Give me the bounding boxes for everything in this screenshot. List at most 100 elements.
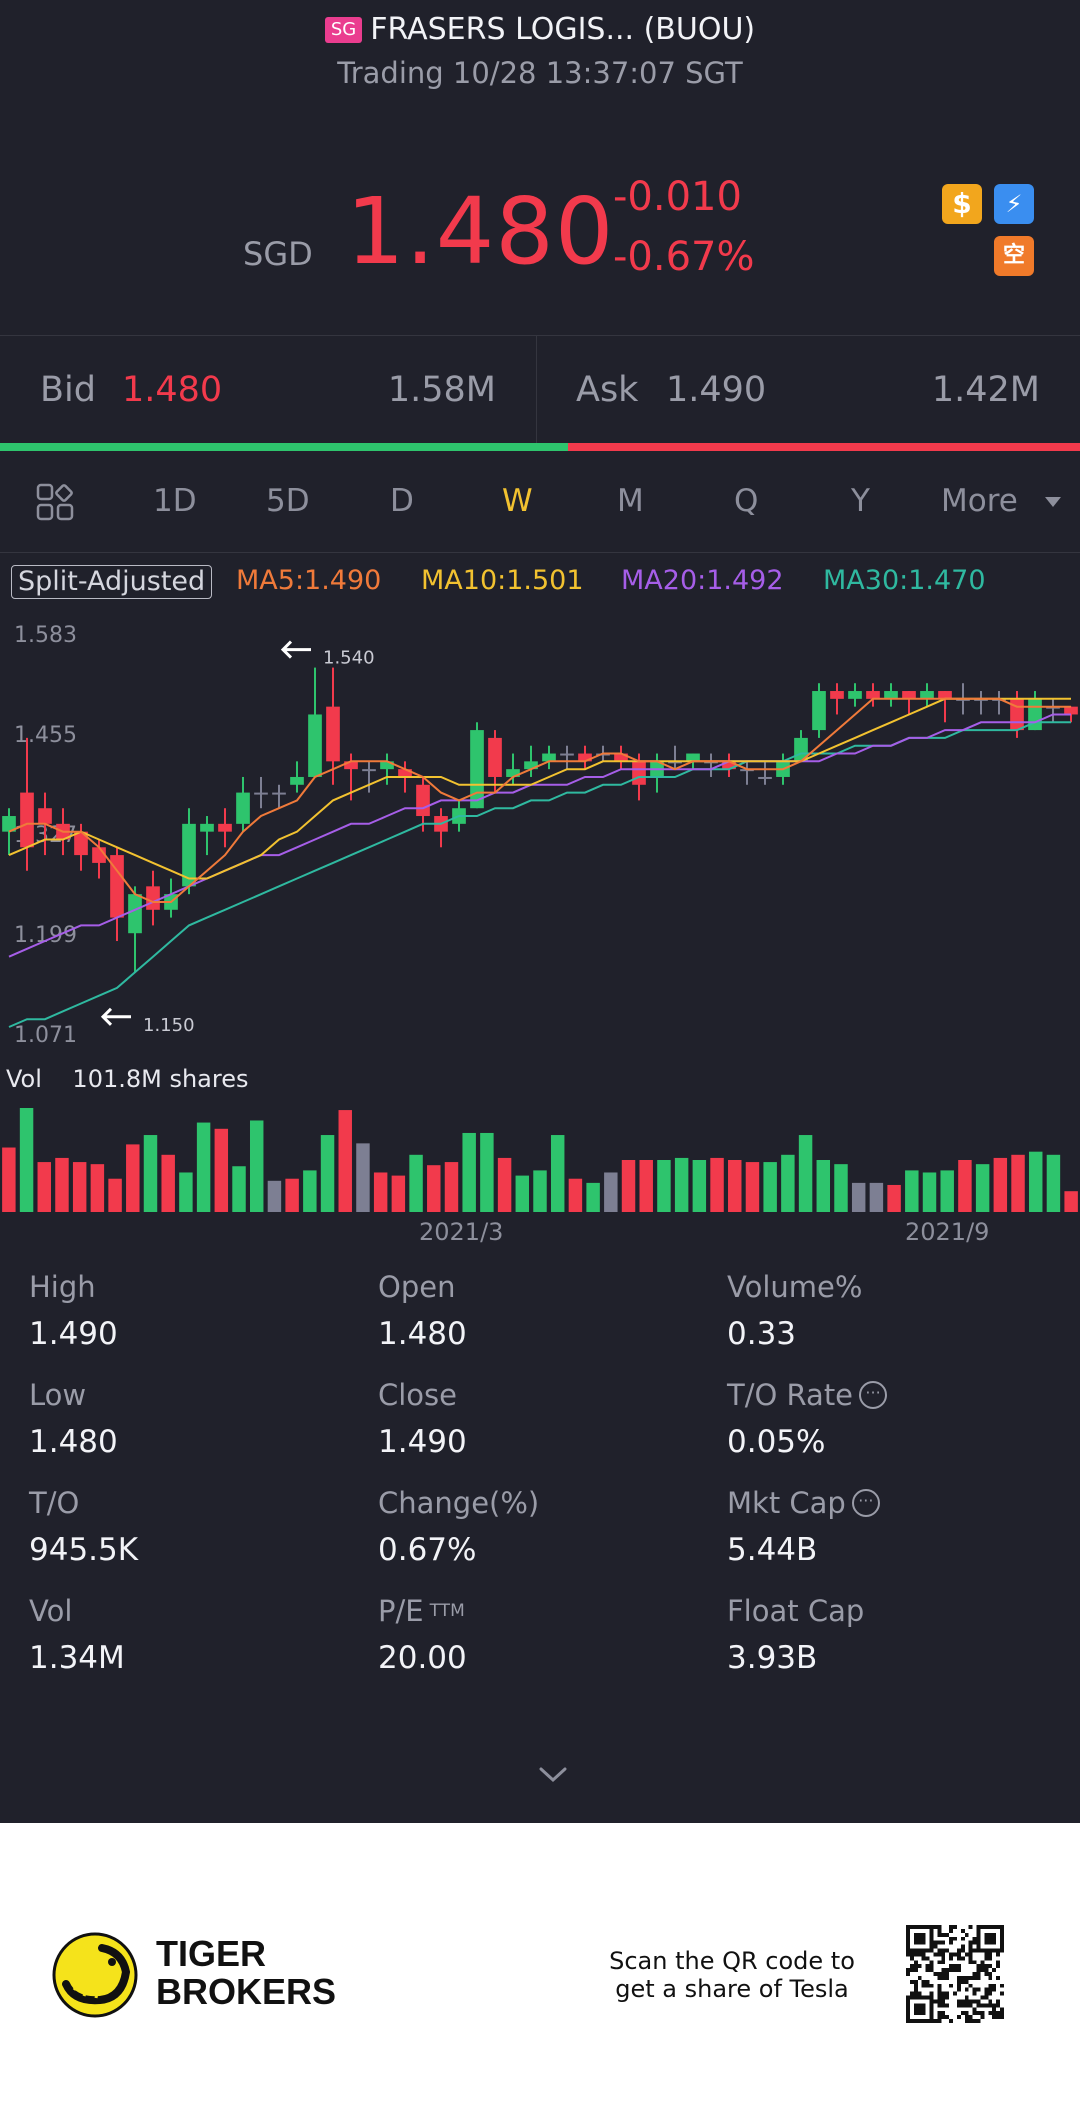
volume-bar	[993, 1157, 1008, 1212]
volume-bar	[834, 1164, 848, 1212]
candle-body	[470, 730, 484, 809]
volume-bar	[462, 1132, 476, 1212]
volume-bar	[356, 1143, 370, 1212]
candle-body	[1064, 706, 1078, 715]
candle-body	[938, 691, 952, 699]
header: SG FRASERS LOGIS... (BUOU) Trading 10/28…	[0, 0, 1080, 100]
stat-label: High	[29, 1270, 118, 1304]
volume-bar	[497, 1157, 512, 1212]
stock-title[interactable]: FRASERS LOGIS... (BUOU)	[370, 12, 756, 47]
stat-value: 0.05%	[727, 1424, 826, 1460]
bid-size: 1.58M	[387, 370, 496, 410]
stat-label: Mkt Cap ···	[727, 1486, 880, 1520]
volume-bar	[781, 1154, 795, 1212]
candle-body	[128, 894, 142, 934]
bid-price: 1.480	[122, 370, 223, 410]
chevron-down-icon[interactable]	[537, 1765, 569, 1785]
high-price-marker: 1.540	[280, 640, 375, 669]
stat-t-o-rate: T/O Rate ··· 0.05%	[727, 1378, 888, 1460]
tab-1d[interactable]: 1D	[153, 483, 197, 519]
volume-bar	[674, 1157, 689, 1212]
split-adjusted-toggle[interactable]: Split-Adjusted	[11, 565, 213, 599]
stat-label: T/O	[29, 1486, 138, 1520]
candle-body	[38, 808, 52, 824]
volume-bar	[409, 1154, 423, 1212]
ma20-line	[8, 713, 1071, 958]
more-dropdown-icon[interactable]	[1044, 495, 1062, 509]
currency-label: SGD	[243, 235, 313, 273]
info-icon[interactable]: ···	[859, 1381, 888, 1409]
layout-grid-icon[interactable]	[36, 483, 76, 523]
stat-value: 3.93B	[727, 1640, 818, 1676]
candle-body	[668, 761, 682, 764]
volume-bar	[480, 1132, 494, 1212]
volume-value: 101.8M shares	[72, 1065, 249, 1093]
volume-bar	[586, 1182, 600, 1212]
indicator-row: Split-Adjusted MA5:1.490 MA10:1.501 MA20…	[0, 562, 1080, 606]
stat-label-text: T/O	[29, 1486, 80, 1520]
volume-bar	[550, 1135, 565, 1212]
candle-body	[866, 691, 880, 699]
tab-m[interactable]: M	[617, 483, 644, 519]
stat-label: Change(%)	[378, 1486, 539, 1520]
price-change-percent: -0.67%	[613, 234, 755, 280]
volume-bar	[1046, 1154, 1061, 1212]
candle-body	[578, 753, 592, 762]
volume-bar	[391, 1175, 406, 1212]
volume-bar	[728, 1160, 742, 1212]
volume-bar	[975, 1164, 990, 1212]
lightning-icon[interactable]: ⚡	[994, 184, 1034, 224]
candle-body	[722, 761, 736, 770]
volume-bar	[214, 1128, 229, 1212]
tab-w[interactable]: W	[502, 483, 533, 519]
info-icon[interactable]: ···	[851, 1489, 880, 1517]
candle-body	[488, 737, 502, 777]
volume-bar	[798, 1135, 813, 1212]
period-tabs: 1D 5D D W M Q Y More	[0, 451, 1080, 553]
stat-value: 1.480	[378, 1316, 467, 1352]
x-label-2021-3: 2021/3	[419, 1218, 504, 1246]
candle-body	[686, 753, 700, 762]
qr-caption-line-2: get a share of Tesla	[615, 1975, 849, 2003]
stat-label: P/E TTM	[378, 1594, 467, 1628]
ma20-label: MA20:1.492	[621, 565, 784, 596]
volume-bar	[1011, 1154, 1025, 1212]
candle-body	[632, 761, 646, 785]
volume-bar	[922, 1172, 937, 1212]
candle-body	[902, 691, 916, 699]
stat-value: 1.490	[29, 1316, 118, 1352]
volume-bar	[37, 1162, 51, 1212]
volume-bar	[55, 1157, 69, 1212]
tab-5d[interactable]: 5D	[266, 483, 310, 519]
bid-ask-divider	[536, 336, 537, 444]
tab-more[interactable]: More	[941, 483, 1018, 519]
volume-bar	[161, 1154, 175, 1212]
candle-body	[146, 886, 160, 910]
stat-label: Low	[29, 1378, 118, 1412]
stat-label: Open	[378, 1270, 467, 1304]
stat-label-text: Volume%	[727, 1270, 863, 1304]
volume-bar	[604, 1172, 618, 1212]
short-icon[interactable]: 空	[994, 236, 1034, 276]
stat-label-sup: TTM	[429, 1601, 465, 1621]
tab-y[interactable]: Y	[851, 483, 870, 519]
stat-label-text: Change(%)	[378, 1486, 540, 1520]
volume-bar	[179, 1172, 193, 1212]
candle-body	[848, 691, 862, 699]
volume-bar	[303, 1170, 317, 1212]
volume-caption: Vol 101.8M shares	[6, 1065, 249, 1093]
tab-q[interactable]: Q	[734, 483, 759, 519]
tiger-logo-icon	[52, 1932, 138, 2018]
volume-bar	[568, 1178, 583, 1212]
volume-bar	[515, 1175, 530, 1212]
brand-line-2: BROKERS	[156, 1971, 337, 2012]
candle-body	[272, 792, 286, 795]
ma30-label: MA30:1.470	[823, 565, 986, 596]
ask-size: 1.42M	[931, 370, 1040, 410]
tab-d[interactable]: D	[390, 483, 414, 519]
share-footer: TIGER BROKERS Scan the QR code to get a …	[0, 1823, 1080, 2126]
dollar-icon[interactable]: $	[942, 184, 982, 224]
candle-body	[830, 691, 844, 699]
candle-body	[74, 831, 88, 856]
